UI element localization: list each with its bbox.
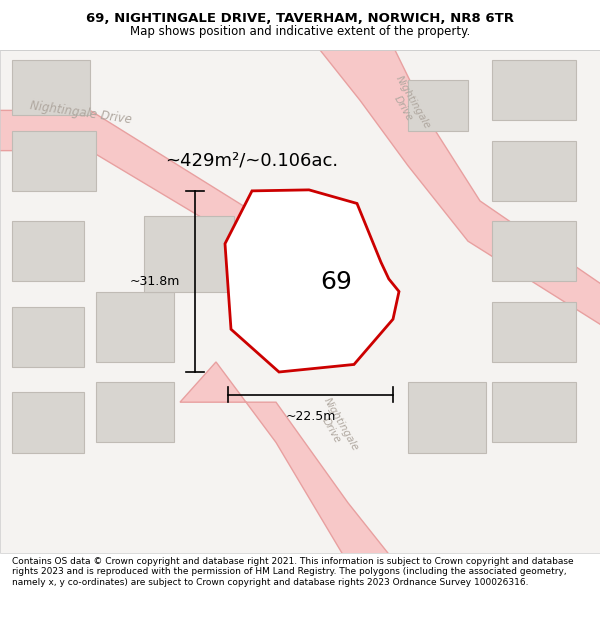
Text: 69, NIGHTINGALE DRIVE, TAVERHAM, NORWICH, NR8 6TR: 69, NIGHTINGALE DRIVE, TAVERHAM, NORWICH…	[86, 12, 514, 26]
Polygon shape	[180, 362, 396, 563]
Text: Nightingale Drive: Nightingale Drive	[29, 99, 133, 126]
Bar	[492, 141, 576, 201]
Bar	[12, 60, 90, 116]
Bar	[12, 392, 84, 452]
Text: Nightingale
Drive: Nightingale Drive	[384, 74, 432, 137]
Bar	[96, 382, 174, 442]
Bar	[492, 221, 576, 281]
Bar	[492, 301, 576, 362]
Text: ~22.5m: ~22.5m	[286, 410, 335, 422]
Bar	[12, 221, 84, 281]
Polygon shape	[312, 40, 600, 332]
Text: 69: 69	[320, 270, 352, 294]
Polygon shape	[225, 190, 399, 372]
Text: Map shows position and indicative extent of the property.: Map shows position and indicative extent…	[130, 24, 470, 38]
Bar	[12, 131, 96, 191]
Polygon shape	[0, 111, 300, 276]
Bar	[96, 291, 174, 362]
Text: Contains OS data © Crown copyright and database right 2021. This information is : Contains OS data © Crown copyright and d…	[12, 557, 574, 586]
Bar	[408, 382, 486, 452]
Text: ~31.8m: ~31.8m	[130, 275, 180, 288]
Bar	[492, 382, 576, 442]
Text: Nightingale
Drive: Nightingale Drive	[312, 396, 360, 459]
Text: ~429m²/~0.106ac.: ~429m²/~0.106ac.	[166, 152, 338, 169]
Bar	[12, 307, 84, 367]
Bar	[408, 80, 468, 131]
Bar	[492, 60, 576, 121]
Bar	[144, 216, 234, 291]
